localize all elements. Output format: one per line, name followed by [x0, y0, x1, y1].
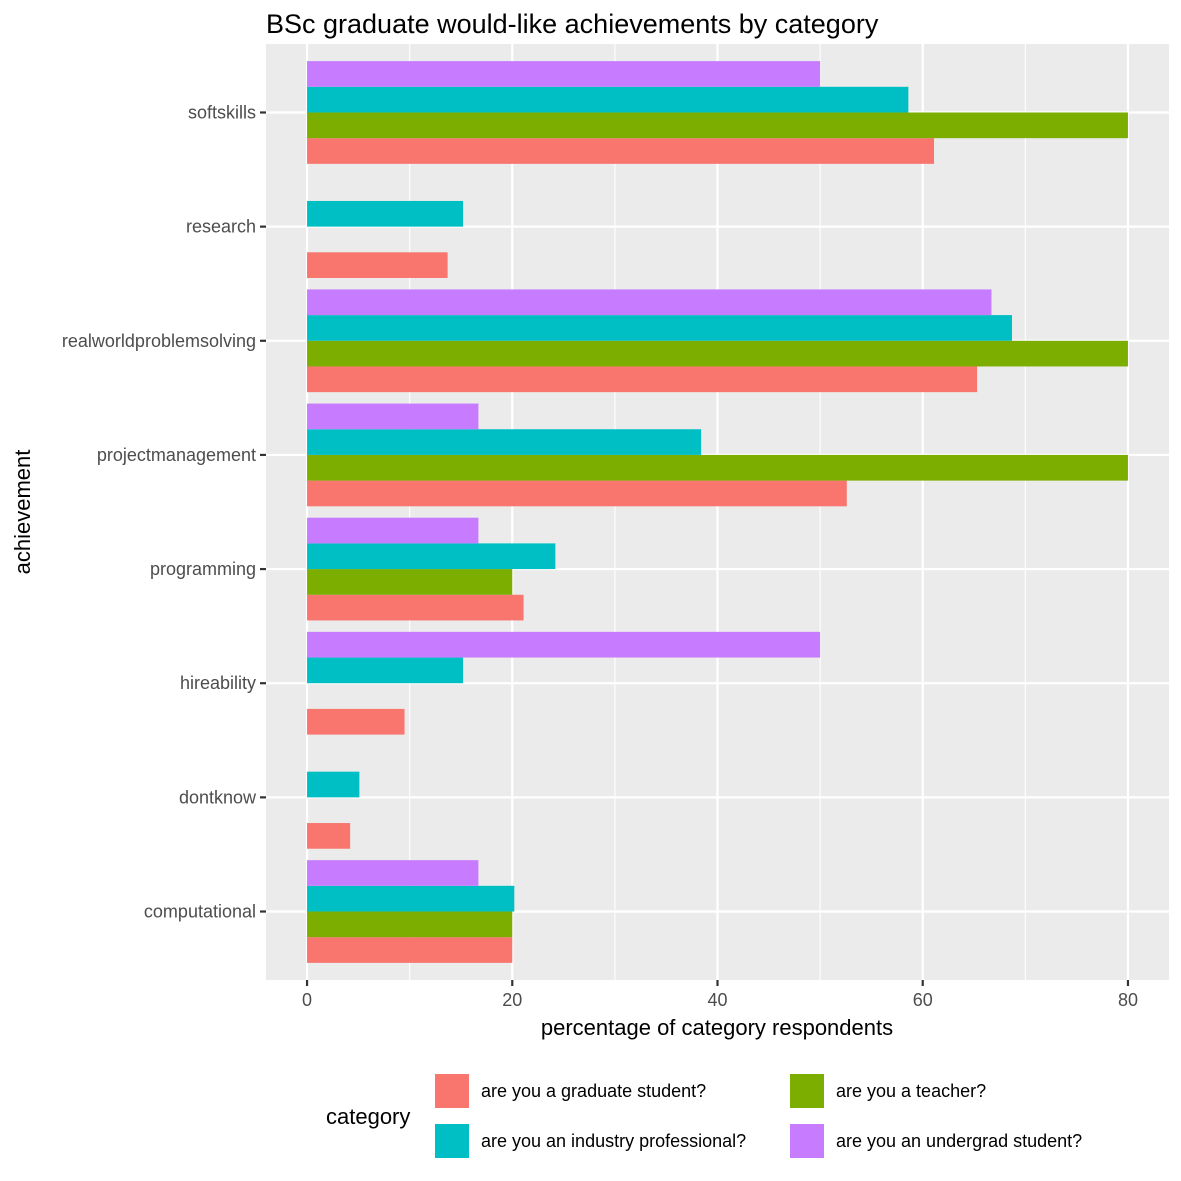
bar	[307, 771, 360, 798]
y-tick-label: dontknow	[179, 787, 257, 807]
bar	[307, 61, 821, 87]
legend-label: are you an undergrad student?	[836, 1131, 1082, 1151]
bar	[307, 911, 513, 938]
y-tick-label: realworldproblemsolving	[62, 331, 256, 351]
bars	[307, 61, 1128, 963]
bar	[307, 340, 1128, 367]
bar	[307, 937, 513, 963]
legend-label: are you an industry professional?	[481, 1131, 746, 1151]
bar	[307, 366, 978, 393]
bar	[307, 289, 992, 316]
bar	[307, 315, 1013, 341]
legend-key	[435, 1124, 469, 1158]
y-tick-label: research	[186, 217, 256, 237]
x-axis-title: percentage of category respondents	[541, 1015, 893, 1040]
bar	[307, 631, 821, 658]
legend-title: category	[326, 1104, 410, 1129]
bar	[307, 657, 464, 684]
legend-key	[790, 1124, 824, 1158]
bar	[307, 454, 1128, 481]
y-axis-title: achievement	[10, 450, 35, 575]
bar	[307, 138, 935, 164]
y-tick-label: softskills	[188, 102, 256, 122]
legend-label: are you a graduate student?	[481, 1081, 706, 1101]
legend-key	[790, 1074, 824, 1108]
bar	[307, 200, 464, 227]
legend-label: are you a teacher?	[836, 1081, 986, 1101]
x-tick-label: 60	[913, 990, 933, 1010]
bar	[307, 480, 847, 507]
y-tick-label: programming	[150, 559, 256, 579]
legend: category are you a graduate student? are …	[326, 1074, 1082, 1158]
y-tick-label: hireability	[180, 673, 256, 693]
chart-title: BSc graduate would-like achievements by …	[266, 9, 879, 39]
bar	[307, 112, 1128, 139]
bar	[307, 569, 513, 595]
bar	[307, 429, 702, 455]
bar	[307, 823, 351, 849]
y-axis: computational dontknow hireability programm…	[62, 102, 266, 922]
bar	[307, 543, 556, 570]
bar	[307, 860, 479, 886]
x-tick-label: 20	[502, 990, 522, 1010]
legend-key	[435, 1074, 469, 1108]
bar	[307, 403, 479, 430]
x-axis: 0 20 40 60 80	[302, 980, 1138, 1010]
bar	[307, 86, 909, 113]
y-tick-label: computational	[144, 902, 256, 922]
bar	[307, 252, 448, 278]
bar	[307, 517, 479, 544]
x-tick-label: 40	[707, 990, 727, 1010]
y-tick-label: projectmanagement	[97, 445, 256, 465]
bar	[307, 885, 515, 912]
bar	[307, 708, 405, 735]
x-tick-label: 80	[1118, 990, 1138, 1010]
bar	[307, 594, 524, 621]
x-tick-label: 0	[302, 990, 312, 1010]
